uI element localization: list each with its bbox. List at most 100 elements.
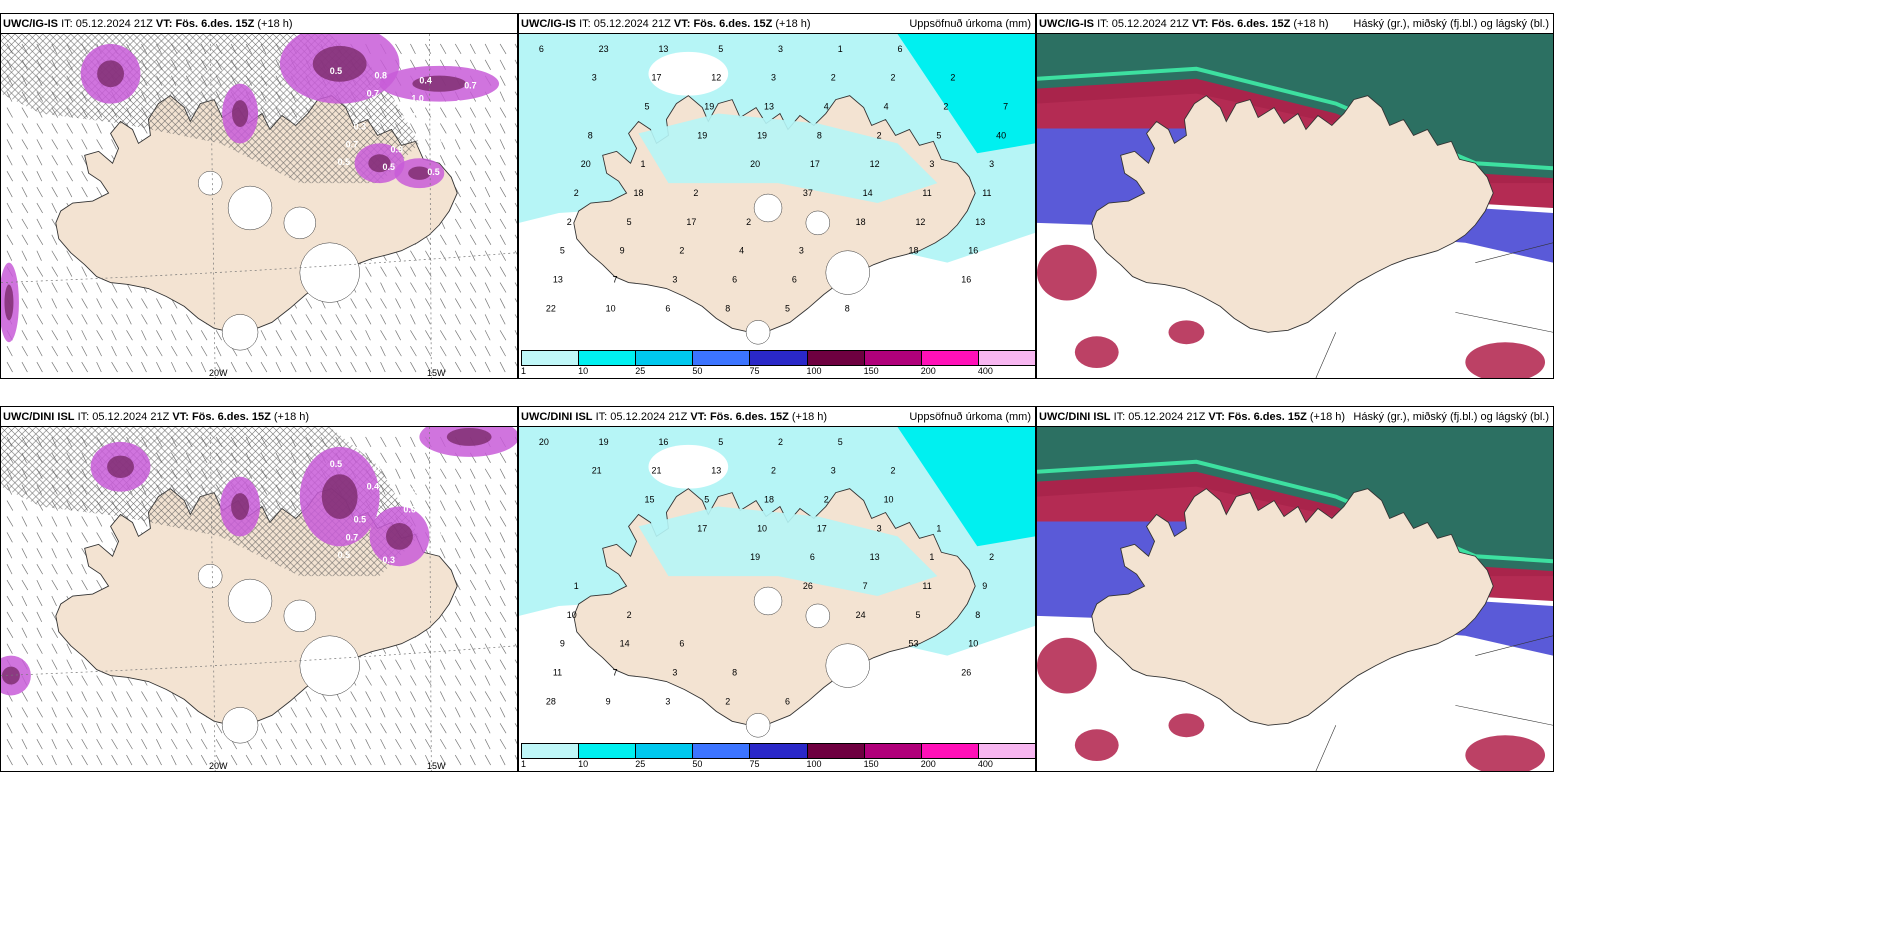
lon-label-15w: 15W	[427, 761, 446, 771]
precip-value-label: 53	[908, 639, 918, 649]
init-time: 05.12.2024 21Z	[610, 411, 688, 423]
precip-value-label: 23	[599, 44, 609, 54]
precip-value-label: 7	[613, 275, 618, 285]
precip-value-label: 7	[1003, 102, 1008, 112]
precip-value-label: 8	[732, 668, 737, 678]
it-label: IT:	[77, 411, 90, 423]
colorbar-swatch	[749, 743, 808, 759]
precip-value-label: 11	[982, 188, 991, 198]
precip-value-label: 26	[803, 581, 813, 591]
colorbar-tick: 200	[920, 366, 936, 376]
precip-value-label: 5	[718, 437, 723, 447]
precip-value-label: 12	[711, 73, 721, 83]
precip-value-label: 3	[989, 159, 994, 169]
wind-value-label: 0.6	[456, 99, 468, 109]
lon-label-20w: 20W	[209, 761, 228, 771]
map-canvas: 6351920371818162223171919171412161310131…	[519, 34, 1035, 378]
colorbar-swatch	[863, 743, 922, 759]
model-name: UWC/DINI ISL	[521, 411, 593, 423]
colorbar-tick: 1	[521, 759, 527, 769]
vt-label: VT:	[1191, 18, 1209, 30]
wind-value-label: 0.5	[354, 514, 366, 524]
precip-value-label: 5	[915, 610, 920, 620]
field-title: Uppsöfnuð úrkoma (mm)	[909, 18, 1031, 30]
model-name: UWC/IG-IS	[1039, 18, 1094, 30]
precip-value-label: 11	[922, 581, 931, 591]
vt-label: VT:	[690, 411, 707, 423]
precip-value-label: 2	[574, 188, 579, 198]
precip-value-label: 21	[651, 466, 661, 476]
precip-value-label: 3	[771, 73, 776, 83]
precip-value-label: 3	[778, 44, 783, 54]
colorbar-tick: 10	[578, 366, 589, 376]
precip-value-label: 2	[771, 466, 776, 476]
colorbar-swatch	[806, 350, 865, 366]
init-time: 05.12.2024 21Z	[75, 18, 153, 30]
lead-time: (+18 h)	[1293, 18, 1329, 30]
colorbar-tick: 150	[863, 759, 879, 769]
precip-value-label: 16	[961, 275, 971, 285]
map-canvas: 0.5 0.4 0.6 0.8 0.5 0.3 0.4 0.3 0.7 0.3 0.3 0.4 0.5	[1, 427, 517, 771]
map-area: 0.5 0.7 0.3 0.4 0.5 0.8 1.0 0.4 0.7 0.5 0.4 0.6 0.3 0…	[1, 34, 517, 378]
colorbar-swatch	[635, 743, 694, 759]
precip-value-label: 1	[574, 581, 579, 591]
precip-value-label: 19	[750, 552, 760, 562]
precip-value-label: 10	[606, 303, 616, 313]
precip-value-label: 24	[856, 610, 866, 620]
precip-value-label: 8	[725, 303, 730, 313]
precip-value-label: 2	[877, 130, 882, 140]
precip-value-label: 3	[592, 73, 597, 83]
precip-value-label: 19	[697, 130, 707, 140]
wind-value-label: 0.7	[367, 89, 379, 99]
precip-value-label: 4	[884, 102, 889, 112]
colorbar-tick: 50	[692, 366, 703, 376]
precip-value-label: 6	[785, 696, 790, 706]
vt-label: VT:	[155, 18, 173, 30]
wind-value-label: 0.5	[383, 162, 395, 172]
colorbar-tick: 50	[692, 759, 703, 769]
precip-value-label: 9	[560, 639, 565, 649]
precip-colorbar: 1 10 25 50 75 100 150 200 400	[521, 350, 1035, 376]
map-panel-p1: UWC/IG-IS IT: 05.12.2024 21Z VT: Fös. 6.…	[0, 13, 518, 379]
wind-value-label: 0.5	[330, 459, 342, 469]
wind-value-label: 0.5	[338, 550, 350, 560]
map-canvas: 2021151719262453262819215106751011916131…	[519, 427, 1035, 771]
precip-value-label: 1	[936, 523, 941, 533]
wind-value-label: 0.4	[419, 76, 431, 86]
precip-value-label: 6	[732, 275, 737, 285]
wind-value-label: 0.3	[354, 121, 366, 131]
colorbar-tick: 1	[521, 366, 527, 376]
precip-value-label: 6	[898, 44, 903, 54]
vt-label: VT:	[1208, 411, 1225, 423]
precip-value-label: 2	[950, 73, 955, 83]
precip-value-label: 2	[725, 696, 730, 706]
colorbar-tick: 400	[977, 759, 993, 769]
init-time: 05.12.2024 21Z	[92, 411, 170, 423]
lead-time: (+18 h)	[791, 411, 828, 423]
panel-header: UWC/IG-IS IT: 05.12.2024 21Z VT: Fös. 6.…	[1, 14, 517, 34]
precip-value-label: 19	[757, 130, 767, 140]
precip-value-label: 19	[704, 102, 714, 112]
precip-value-label: 2	[891, 466, 896, 476]
wind-value-label: 0.5	[338, 157, 350, 167]
model-name: UWC/IG-IS	[521, 18, 576, 30]
map-panel-p6: UWC/DINI ISL IT: 05.12.2024 21Z VT: Fös.…	[1036, 406, 1554, 772]
colorbar-tick: 10	[578, 759, 589, 769]
precip-value-label: 13	[764, 102, 774, 112]
field-title: Háský (gr.), miðský (fj.bl.) og lágský (…	[1353, 411, 1549, 423]
precip-value-label: 14	[620, 639, 630, 649]
colorbar-swatch	[920, 743, 979, 759]
it-label: IT:	[579, 18, 591, 30]
precip-value-label: 3	[665, 696, 670, 706]
precip-value-label: 3	[877, 523, 882, 533]
map-panel-p2: UWC/IG-IS IT: 05.12.2024 21Z VT: Fös. 6.…	[518, 13, 1036, 379]
precip-value-label: 18	[634, 188, 644, 198]
precip-value-label: 10	[567, 610, 577, 620]
precip-value-label: 17	[697, 523, 707, 533]
precip-value-label: 8	[845, 303, 850, 313]
colorbar-swatch	[692, 350, 751, 366]
vt-label: VT:	[172, 411, 189, 423]
precip-value-label: 6	[679, 639, 684, 649]
panel-header: UWC/DINI ISL IT: 05.12.2024 21Z VT: Fös.…	[1037, 407, 1553, 427]
precip-value-label: 18	[856, 217, 866, 227]
